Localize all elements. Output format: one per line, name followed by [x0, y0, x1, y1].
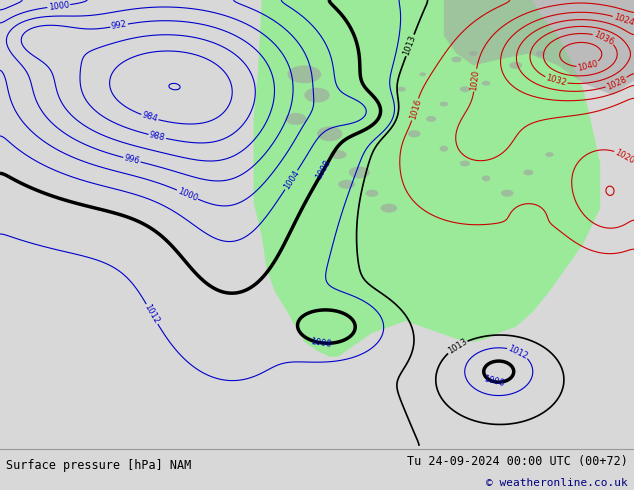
Ellipse shape	[287, 65, 321, 83]
Text: 1008: 1008	[314, 158, 333, 181]
Ellipse shape	[426, 116, 436, 122]
Ellipse shape	[439, 101, 448, 106]
Text: 1008: 1008	[483, 375, 505, 389]
Text: 1016: 1016	[408, 98, 423, 121]
Text: 996: 996	[123, 153, 141, 166]
Text: 1020: 1020	[469, 69, 481, 91]
Ellipse shape	[330, 150, 347, 159]
Text: 1012: 1012	[143, 303, 161, 325]
Ellipse shape	[509, 62, 522, 69]
Text: 1000: 1000	[48, 0, 70, 12]
Text: 1024: 1024	[612, 12, 634, 28]
Ellipse shape	[338, 180, 355, 189]
Ellipse shape	[482, 175, 490, 181]
Ellipse shape	[304, 88, 330, 102]
Text: 984: 984	[141, 111, 158, 124]
Ellipse shape	[419, 72, 426, 76]
Text: 1036: 1036	[592, 29, 615, 47]
Text: Tu 24-09-2024 00:00 UTC (00+72): Tu 24-09-2024 00:00 UTC (00+72)	[407, 455, 628, 468]
Text: 1004: 1004	[281, 169, 301, 191]
Text: 1020: 1020	[613, 147, 634, 166]
Ellipse shape	[501, 190, 514, 197]
Ellipse shape	[349, 167, 370, 178]
Polygon shape	[444, 0, 634, 95]
Ellipse shape	[482, 81, 490, 86]
Ellipse shape	[317, 126, 342, 141]
Text: 1012: 1012	[507, 343, 529, 361]
Ellipse shape	[366, 190, 378, 197]
Ellipse shape	[523, 170, 533, 175]
Ellipse shape	[545, 152, 553, 157]
Ellipse shape	[536, 50, 546, 56]
Text: 988: 988	[148, 130, 166, 143]
Ellipse shape	[460, 86, 470, 92]
Ellipse shape	[285, 113, 306, 125]
Ellipse shape	[408, 130, 420, 137]
Ellipse shape	[439, 146, 448, 151]
Text: 1028: 1028	[605, 74, 628, 91]
Text: 992: 992	[111, 20, 127, 31]
Ellipse shape	[380, 204, 398, 213]
Text: © weatheronline.co.uk: © weatheronline.co.uk	[486, 478, 628, 489]
Polygon shape	[254, 0, 600, 357]
Ellipse shape	[451, 56, 462, 62]
Text: Surface pressure [hPa] NAM: Surface pressure [hPa] NAM	[6, 459, 191, 472]
Text: 1040: 1040	[577, 59, 599, 73]
Ellipse shape	[398, 87, 406, 92]
Text: 1032: 1032	[545, 74, 567, 88]
Ellipse shape	[469, 51, 477, 56]
Text: 1008: 1008	[310, 337, 332, 349]
Text: 1013: 1013	[402, 34, 418, 57]
Text: 1013: 1013	[446, 337, 469, 356]
Text: 1000: 1000	[176, 186, 199, 203]
Ellipse shape	[460, 161, 470, 167]
